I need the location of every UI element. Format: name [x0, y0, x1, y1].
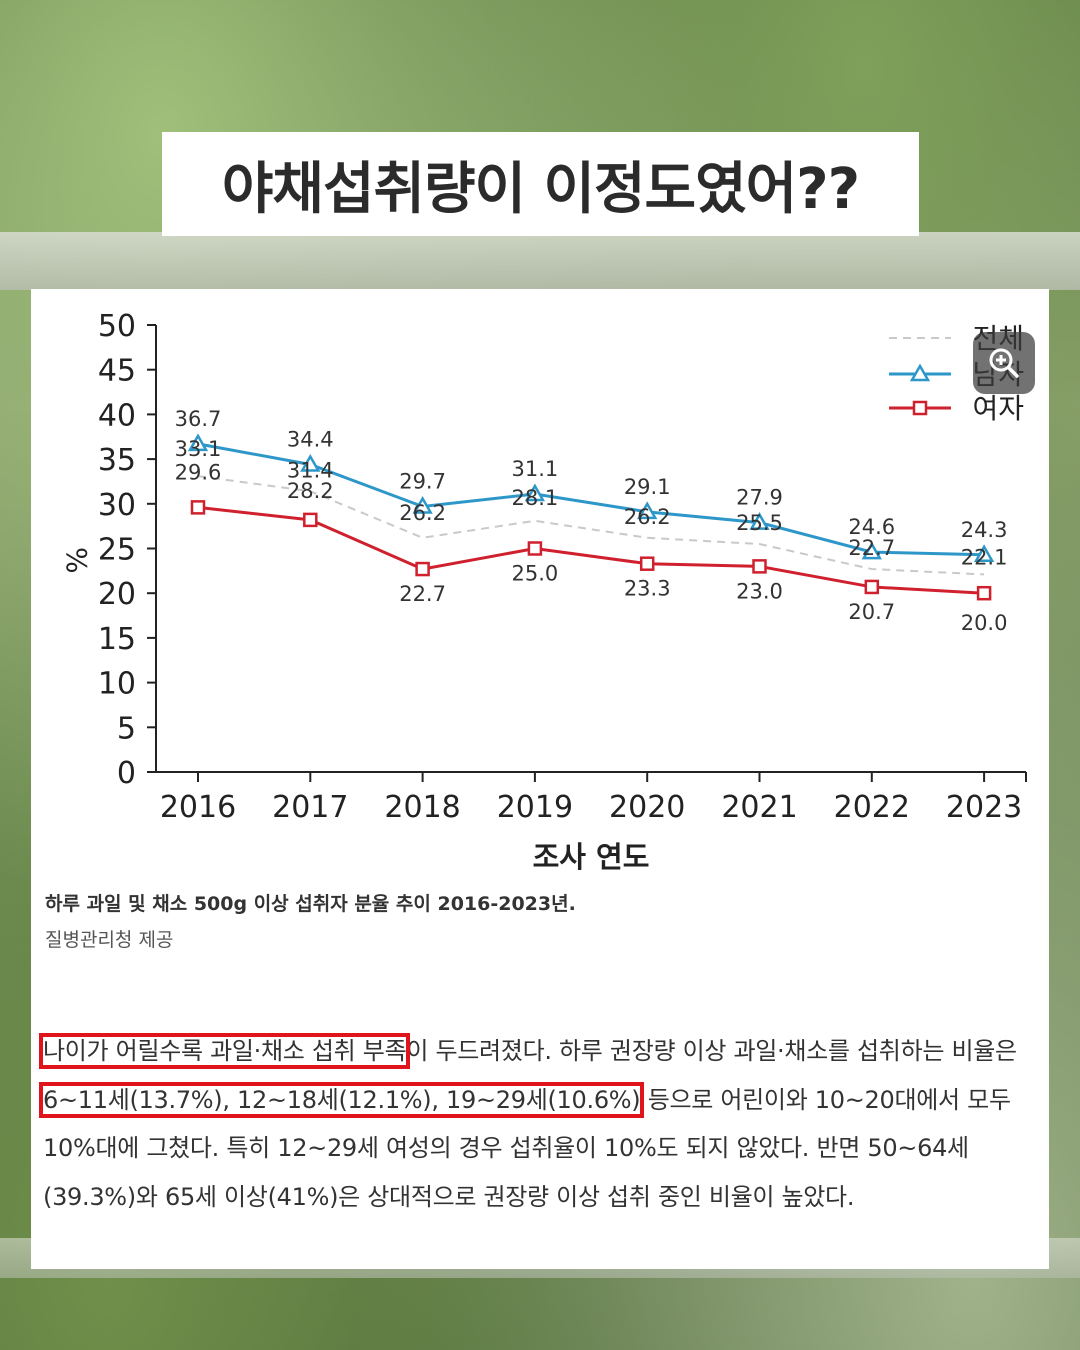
- data-label-남자: 36.7: [175, 407, 222, 431]
- article-paragraph: 나이가 어릴수록 과일·채소 섭취 부족이 두드려졌다. 하루 권장량 이상 과…: [38, 1027, 1033, 1221]
- data-label-남자: 29.7: [399, 469, 446, 493]
- data-label-남자: 24.3: [961, 518, 1008, 542]
- highlight-age-rates: 6~11세(13.7%), 12~18세(12.1%), 19~29세(10.6…: [38, 1081, 645, 1118]
- article-card: 0 5 10 15 20 25 30 35 40 45 50 2016 2017 2018 2019 202…: [31, 289, 1049, 1269]
- marker-남자: [637, 501, 658, 520]
- title-banner: 야채섭취량이 이정도였어??: [162, 132, 919, 236]
- x-tick-label: 2016: [160, 790, 236, 825]
- marker-남자: [749, 512, 770, 530]
- data-label-전체: 33.1: [175, 437, 222, 461]
- y-tick-label: 30: [98, 488, 136, 523]
- marker-여자: [415, 561, 430, 577]
- legend-marker-여자: [912, 400, 928, 416]
- data-label-전체: 28.1: [512, 486, 559, 510]
- chart-axes: [147, 324, 1027, 782]
- y-tick-label: 50: [98, 309, 136, 344]
- chart-caption: 하루 과일 및 채소 500g 이상 섭취자 분율 추이 2016-2023년.: [45, 893, 576, 915]
- data-label-여자: 23.3: [624, 577, 671, 601]
- marker-남자: [187, 433, 209, 452]
- chart-series: [187, 433, 995, 601]
- marker-여자: [303, 512, 318, 528]
- data-label-여자: 23.0: [736, 579, 783, 603]
- y-tick-label: 25: [98, 533, 136, 568]
- legend-label-여자: 여자: [972, 392, 1024, 425]
- y-tick-label: 20: [98, 577, 136, 612]
- series-line-전체: [197, 475, 985, 576]
- data-label-전체: 26.2: [624, 505, 671, 529]
- y-tick-label: 10: [98, 667, 136, 702]
- chart-credit: 질병관리청 제공: [45, 929, 174, 951]
- marker-여자: [864, 579, 880, 595]
- legend-marker-남자: [909, 363, 931, 382]
- data-label-여자: 20.0: [961, 611, 1008, 635]
- y-tick-label: 0: [117, 756, 136, 791]
- marker-남자: [861, 541, 882, 560]
- y-tick-label: 15: [98, 622, 136, 657]
- x-tick-label: 2021: [721, 790, 797, 825]
- paragraph-text-1: 이 두드려졌다. 하루 권장량 이상 과일·채소를 섭취하는 비율은: [406, 1037, 1017, 1065]
- y-tick-label: 5: [117, 711, 136, 746]
- x-tick-labels: 2016 2017 2018 2019 2020 2021 2022 2023: [160, 790, 1022, 825]
- marker-남자: [412, 495, 433, 514]
- x-tick-label: 2018: [384, 790, 460, 825]
- paragraph-text-2: 등으로 어린이와 10~20대에서 모두 10%대에 그쳤다. 특히 12~29…: [43, 1085, 1011, 1211]
- line-chart: 0 5 10 15 20 25 30 35 40 45 50 2016 2017 2018 2019 202…: [60, 309, 1027, 874]
- y-axis-label: %: [60, 547, 93, 574]
- y-tick-label: 40: [98, 398, 136, 433]
- data-label-전체: 22.7: [848, 536, 895, 560]
- data-label-여자: 28.2: [287, 479, 334, 503]
- page-title: 야채섭취량이 이정도였어??: [221, 156, 860, 222]
- series-line-여자: [197, 505, 985, 595]
- data-label-남자: 31.1: [512, 457, 559, 481]
- zoom-button[interactable]: [973, 332, 1035, 394]
- data-label-남자: 24.6: [848, 515, 895, 539]
- data-label-전체: 22.1: [961, 545, 1008, 569]
- y-tick-label: 35: [98, 443, 136, 478]
- x-tick-label: 2019: [497, 790, 573, 825]
- x-tick-label: 2017: [272, 790, 348, 825]
- data-label-전체: 25.5: [736, 511, 783, 535]
- marker-여자: [527, 541, 543, 556]
- y-tick-labels: 0 5 10 15 20 25 30 35 40 45 50: [98, 309, 136, 791]
- x-axis-label: 조사 연도: [533, 840, 650, 874]
- marker-여자: [190, 500, 206, 515]
- background-shelf-label: [0, 232, 1080, 290]
- data-label-남자: 27.9: [736, 486, 783, 510]
- y-tick-label: 45: [98, 354, 136, 389]
- data-label-전체: 31.4: [287, 458, 334, 482]
- data-label-전체: 26.2: [399, 501, 446, 525]
- x-tick-label: 2022: [834, 790, 910, 825]
- data-label-여자: 29.6: [175, 460, 222, 484]
- x-tick-label: 2023: [946, 790, 1022, 825]
- data-label-남자: 29.1: [624, 475, 671, 499]
- zoom-in-icon: [989, 348, 1019, 378]
- marker-남자: [524, 483, 546, 502]
- series-line-남자: [197, 442, 985, 557]
- data-label-여자: 22.7: [399, 582, 446, 606]
- x-tick-label: 2020: [609, 790, 685, 825]
- marker-여자: [976, 585, 992, 601]
- marker-여자: [752, 559, 767, 574]
- highlight-age-deficiency: 나이가 어릴수록 과일·채소 섭취 부족: [38, 1033, 411, 1069]
- data-label-여자: 20.7: [848, 600, 895, 624]
- marker-여자: [639, 556, 655, 571]
- marker-남자: [300, 453, 321, 472]
- data-labels: 33.1 31.4 26.2 28.1 26.2 25.5 22.7 22.1 36.7 34.4…: [175, 407, 1008, 635]
- data-label-남자: 34.4: [287, 427, 334, 451]
- marker-남자: [973, 544, 995, 563]
- data-label-여자: 25.0: [512, 562, 559, 586]
